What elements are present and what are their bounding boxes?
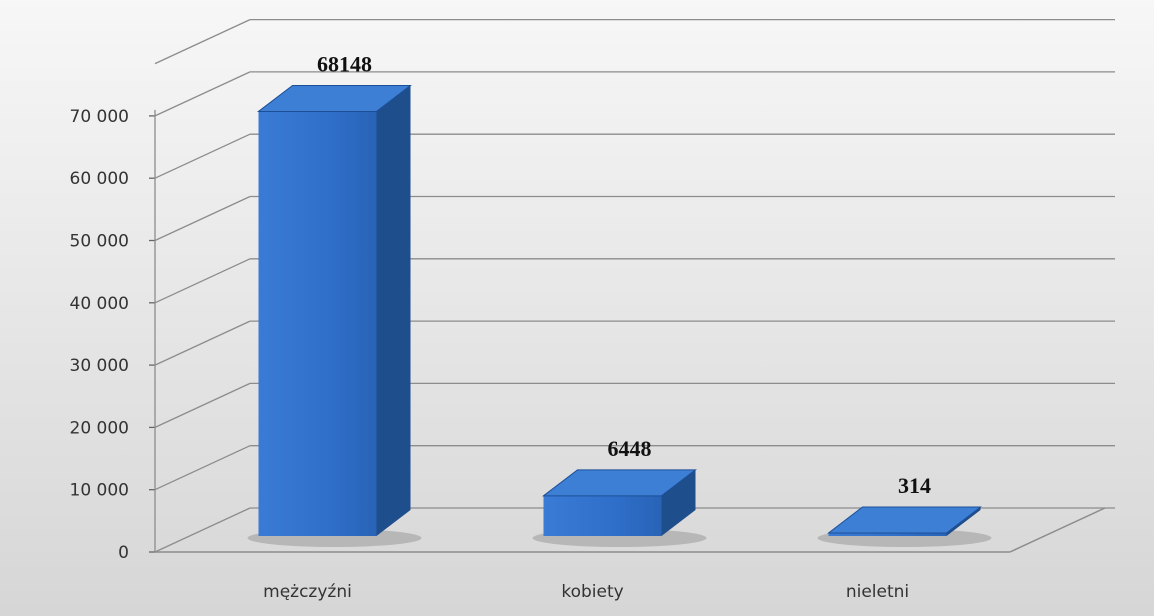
side-gridline: [154, 19, 251, 65]
side-gridline: [154, 320, 251, 366]
side-gridline: [154, 445, 251, 491]
y-tick-label: 60 000: [70, 169, 129, 189]
bar-top: [827, 506, 982, 534]
data-label: 314: [898, 473, 931, 498]
y-axis: 0 10 000 20 000 30 000 40 000 50 000 60 000 70 …: [70, 107, 156, 563]
bar-top: [542, 469, 697, 497]
side-gridline: [154, 507, 251, 553]
x-category-label: kobiety: [561, 582, 623, 602]
floor-right-edge: [1009, 507, 1106, 553]
bar-side: [661, 469, 696, 536]
side-gridline: [154, 133, 251, 179]
side-gridline: [154, 71, 251, 117]
y-tick-label: 40 000: [70, 294, 129, 314]
y-tick-label: 30 000: [70, 356, 129, 376]
data-label: 68148: [317, 51, 372, 76]
side-gridline: [154, 382, 251, 428]
x-axis: mężczyźni kobiety nieletni: [263, 582, 909, 602]
bar-side: [376, 85, 411, 536]
y-tick-label: 70 000: [70, 107, 129, 127]
x-category-label: nieletni: [846, 582, 909, 602]
y-tick-label: 10 000: [70, 481, 129, 501]
x-category-label: mężczyźni: [263, 582, 352, 602]
side-gridline: [154, 195, 251, 242]
side-gridline: [154, 258, 251, 304]
y-tick-label: 20 000: [70, 418, 129, 438]
bar-top: [257, 84, 412, 112]
y-tick-label: 50 000: [70, 232, 129, 252]
bar-front: [543, 495, 662, 536]
bars: [247, 84, 992, 547]
data-label: 6448: [608, 436, 652, 461]
bar-front: [828, 533, 947, 536]
y-tick-label: 0: [118, 543, 129, 563]
data-labels: 68148 6448 314: [317, 51, 931, 498]
bar-front: [258, 111, 377, 536]
bar-side: [946, 507, 981, 536]
